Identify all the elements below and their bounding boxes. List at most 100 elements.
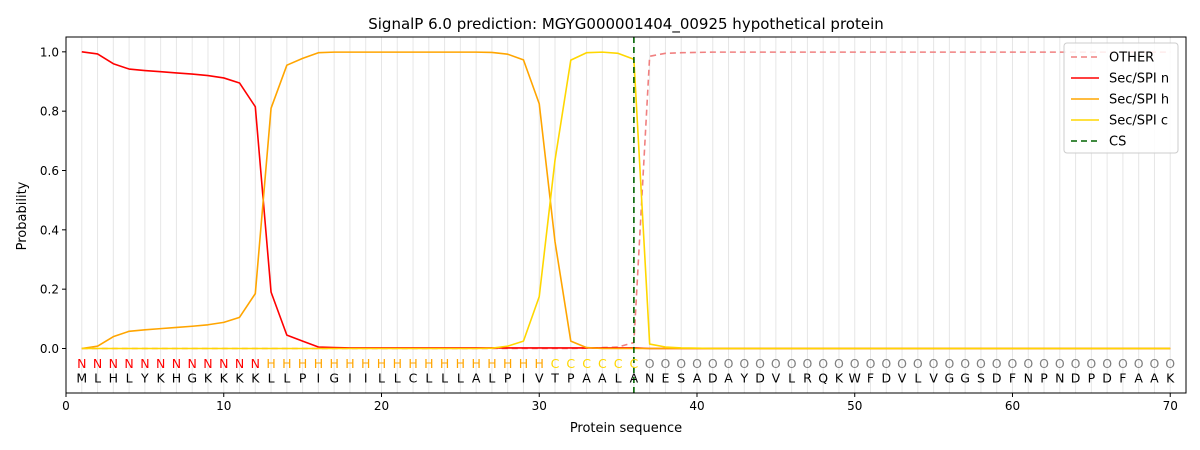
region-label-19: H: [361, 356, 370, 371]
region-label-4: N: [124, 356, 133, 371]
chart-title: SignalP 6.0 prediction: MGYG000001404_00…: [368, 15, 884, 34]
region-label-52: O: [881, 356, 891, 371]
region-label-70: O: [1165, 356, 1175, 371]
x-tick-label-3: 30: [532, 399, 547, 413]
region-label-49: O: [834, 356, 844, 371]
residue-label-45: V: [772, 371, 781, 386]
legend: OTHER Sec/SPI n Sec/SPI h Sec/SPI c CS: [1063, 42, 1179, 154]
region-label-22: H: [408, 356, 417, 371]
residue-label-15: P: [299, 371, 307, 386]
residue-label-40: A: [693, 371, 702, 386]
region-label-23: H: [424, 356, 433, 371]
residue-label-11: K: [235, 371, 244, 386]
region-label-9: N: [203, 356, 212, 371]
region-label-29: H: [519, 356, 528, 371]
residue-label-39: S: [677, 371, 685, 386]
region-label-63: O: [1055, 356, 1065, 371]
region-label-68: O: [1134, 356, 1144, 371]
region-label-37: O: [645, 356, 655, 371]
y-tick-label-1: 0.2: [40, 283, 59, 297]
region-label-21: H: [393, 356, 402, 371]
residue-label-57: G: [960, 371, 970, 386]
region-label-40: O: [692, 356, 702, 371]
residue-label-22: C: [409, 371, 418, 386]
region-label-24: H: [440, 356, 449, 371]
residue-label-33: A: [582, 371, 591, 386]
x-tick-label-0: 0: [62, 399, 70, 413]
residue-label-5: Y: [140, 371, 149, 386]
residue-label-30: V: [535, 371, 544, 386]
residue-label-49: K: [835, 371, 844, 386]
region-label-28: H: [503, 356, 512, 371]
region-label-38: O: [661, 356, 671, 371]
residue-label-34: A: [598, 371, 607, 386]
residue-label-52: D: [881, 371, 891, 386]
region-label-65: O: [1086, 356, 1096, 371]
region-label-50: O: [850, 356, 860, 371]
series-line-1: [81, 51, 1171, 350]
residue-label-53: V: [898, 371, 907, 386]
residue-label-38: E: [661, 371, 669, 386]
legend-label-0: OTHER: [1109, 51, 1154, 66]
region-label-7: N: [172, 356, 181, 371]
residue-label-64: D: [1071, 371, 1081, 386]
region-label-33: C: [582, 356, 591, 371]
region-label-15: H: [298, 356, 307, 371]
residue-label-19: I: [364, 371, 368, 386]
residue-label-26: A: [472, 371, 481, 386]
residue-label-35: L: [615, 371, 622, 386]
series-lines: [81, 51, 1171, 350]
region-label-44: O: [755, 356, 765, 371]
legend-label-1: Sec/SPI n: [1109, 72, 1169, 87]
region-label-61: O: [1023, 356, 1033, 371]
region-label-55: O: [929, 356, 939, 371]
residue-label-60: F: [1009, 371, 1016, 386]
y-tick-label-5: 1.0: [40, 45, 59, 59]
residue-label-46: L: [788, 371, 795, 386]
region-label-35: C: [614, 356, 623, 371]
region-label-45: O: [771, 356, 781, 371]
region-label-48: O: [818, 356, 828, 371]
residue-label-51: F: [867, 371, 874, 386]
region-label-12: N: [251, 356, 260, 371]
residue-label-2: L: [94, 371, 101, 386]
region-label-30: H: [535, 356, 544, 371]
region-label-8: N: [188, 356, 197, 371]
residue-label-10: K: [220, 371, 229, 386]
residue-label-28: P: [504, 371, 512, 386]
residue-label-1: M: [76, 371, 87, 386]
residue-label-7: H: [172, 371, 181, 386]
y-tick-label-3: 0.6: [40, 164, 59, 178]
region-label-17: H: [329, 356, 338, 371]
residue-label-36: A: [630, 371, 639, 386]
region-label-58: O: [976, 356, 986, 371]
residue-label-27: L: [488, 371, 495, 386]
residue-label-43: Y: [739, 371, 748, 386]
region-label-16: H: [314, 356, 323, 371]
residue-label-32: P: [567, 371, 575, 386]
region-label-6: N: [156, 356, 165, 371]
region-label-27: H: [487, 356, 496, 371]
residue-label-69: A: [1150, 371, 1159, 386]
region-label-2: N: [93, 356, 102, 371]
region-label-60: O: [1008, 356, 1018, 371]
region-label-64: O: [1071, 356, 1081, 371]
residue-label-61: N: [1024, 371, 1033, 386]
x-tick-label-4: 40: [689, 399, 704, 413]
residue-label-58: S: [977, 371, 985, 386]
region-label-26: H: [471, 356, 480, 371]
residue-label-18: I: [348, 371, 352, 386]
region-label-41: O: [708, 356, 718, 371]
residue-label-56: G: [945, 371, 955, 386]
residue-label-48: Q: [818, 371, 828, 386]
region-label-69: O: [1150, 356, 1160, 371]
region-label-32: C: [566, 356, 575, 371]
region-label-62: O: [1039, 356, 1049, 371]
residue-label-50: W: [849, 371, 861, 386]
region-label-54: O: [913, 356, 923, 371]
residue-label-29: I: [522, 371, 526, 386]
residue-label-42: A: [724, 371, 733, 386]
residue-label-21: L: [394, 371, 401, 386]
region-label-10: N: [219, 356, 228, 371]
